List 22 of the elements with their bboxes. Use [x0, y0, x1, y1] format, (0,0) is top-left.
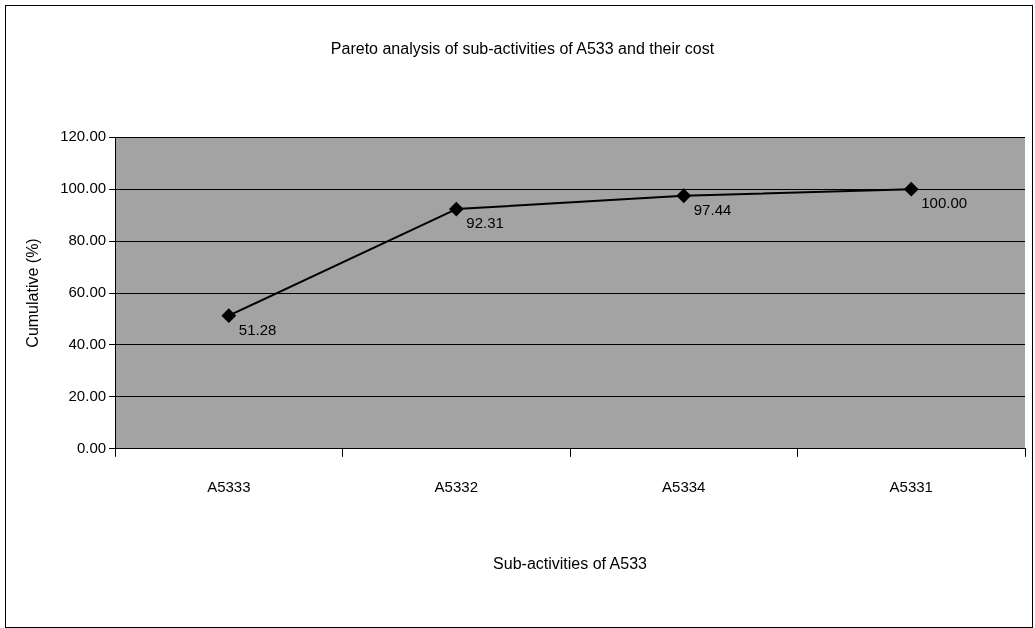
data-label: 51.28 [238, 320, 277, 338]
y-tick-label: 0.00 [76, 438, 107, 456]
y-tick-label: 80.00 [68, 231, 107, 249]
y-tick-label: 20.00 [68, 387, 107, 405]
x-tick-label: A5331 [889, 477, 933, 495]
data-label: 92.31 [466, 214, 504, 232]
x-axis-title: Sub-activities of A533 [493, 554, 648, 572]
y-tick-label: 60.00 [68, 283, 107, 301]
y-tick-label: 120.00 [60, 127, 107, 145]
x-tick-label: A5333 [207, 477, 251, 495]
point [449, 202, 464, 217]
x-tick-label: A5332 [434, 477, 478, 495]
y-tick-label: 40.00 [68, 335, 107, 353]
data-label: 100.00 [921, 194, 968, 212]
data-label: 97.44 [693, 200, 732, 218]
chart-title: Pareto analysis of sub-activities of A533 and their cost [330, 40, 715, 58]
y-axis-title: Cumulative (%) [24, 238, 42, 348]
point [221, 308, 236, 323]
x-tick-label: A5334 [662, 477, 706, 495]
point [676, 188, 691, 203]
point [904, 182, 919, 197]
y-tick-label: 100.00 [60, 179, 107, 197]
